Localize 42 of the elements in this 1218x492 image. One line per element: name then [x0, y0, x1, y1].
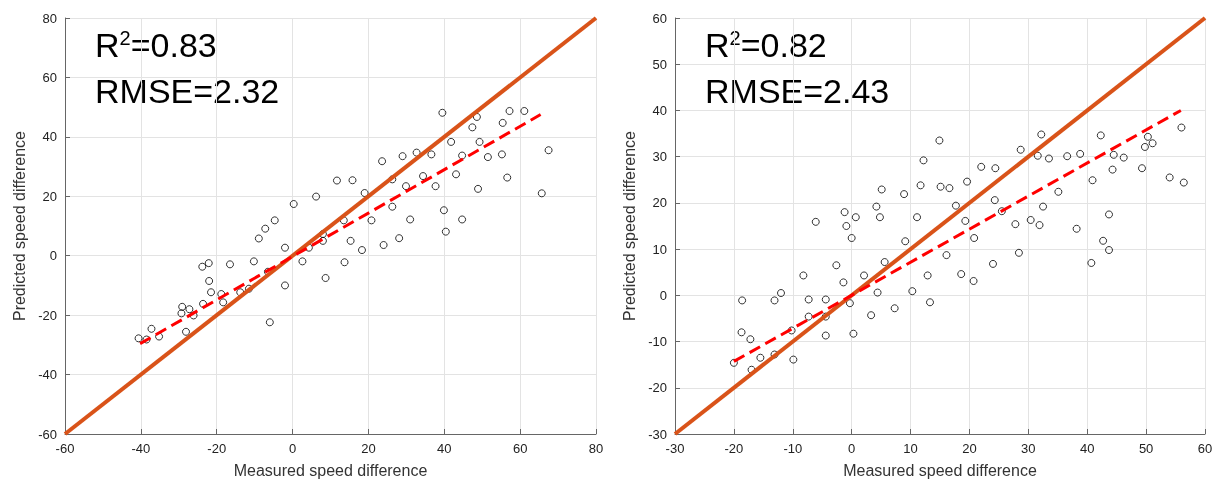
y-axis-title: Predicted speed difference — [10, 130, 28, 322]
y-tick-label: -60 — [38, 426, 57, 442]
y-tick-label: 30 — [652, 149, 667, 165]
y-tick-label: 10 — [652, 241, 667, 257]
x-tick-label: -20 — [207, 441, 227, 456]
x-tick-label: -20 — [724, 441, 744, 456]
y-axis-title: Predicted speed difference — [620, 130, 638, 322]
y-tick-label: -30 — [648, 426, 667, 442]
x-axis-title: Measured speed difference — [233, 461, 428, 479]
y-tick-label: 20 — [652, 195, 667, 211]
y-tick-label: 60 — [42, 69, 57, 85]
y-tick-label: -20 — [38, 307, 57, 323]
x-tick-label: 40 — [1079, 441, 1095, 456]
x-axis-title: Measured speed difference — [843, 461, 1037, 479]
x-tick-label: 30 — [1021, 441, 1036, 456]
x-tick-label: 0 — [288, 441, 297, 456]
y-tick-label: 20 — [42, 188, 57, 204]
y-tick-label: 40 — [652, 102, 667, 118]
y-tick-label: -20 — [648, 380, 667, 396]
x-tick-label: -40 — [131, 441, 151, 456]
x-tick-label: -30 — [665, 441, 685, 456]
x-tick-label: 10 — [903, 441, 918, 456]
annotation: RMSE=2.43 — [705, 72, 890, 110]
x-tick-label: 40 — [437, 441, 452, 456]
y-tick-label: 80 — [42, 10, 57, 26]
y-tick-label: -40 — [38, 367, 57, 383]
y-tick-label: 0 — [659, 287, 667, 303]
y-tick-label: 40 — [42, 129, 57, 145]
annotation: RMSE=2.32 — [95, 72, 280, 110]
x-tick-label: -60 — [55, 441, 75, 456]
x-tick-label: 60 — [1197, 441, 1213, 456]
x-tick-label: 20 — [361, 441, 376, 456]
y-tick-label: 60 — [652, 10, 667, 26]
x-tick-label: 20 — [962, 441, 977, 456]
y-tick-label: 0 — [49, 248, 57, 264]
y-tick-label: -10 — [648, 334, 667, 350]
y-tick-label: 50 — [652, 56, 667, 72]
x-tick-label: 50 — [1138, 441, 1154, 456]
x-tick-label: -10 — [783, 441, 803, 456]
x-tick-label: 60 — [512, 441, 528, 456]
x-tick-label: 0 — [848, 441, 856, 456]
x-tick-label: 80 — [588, 441, 604, 456]
